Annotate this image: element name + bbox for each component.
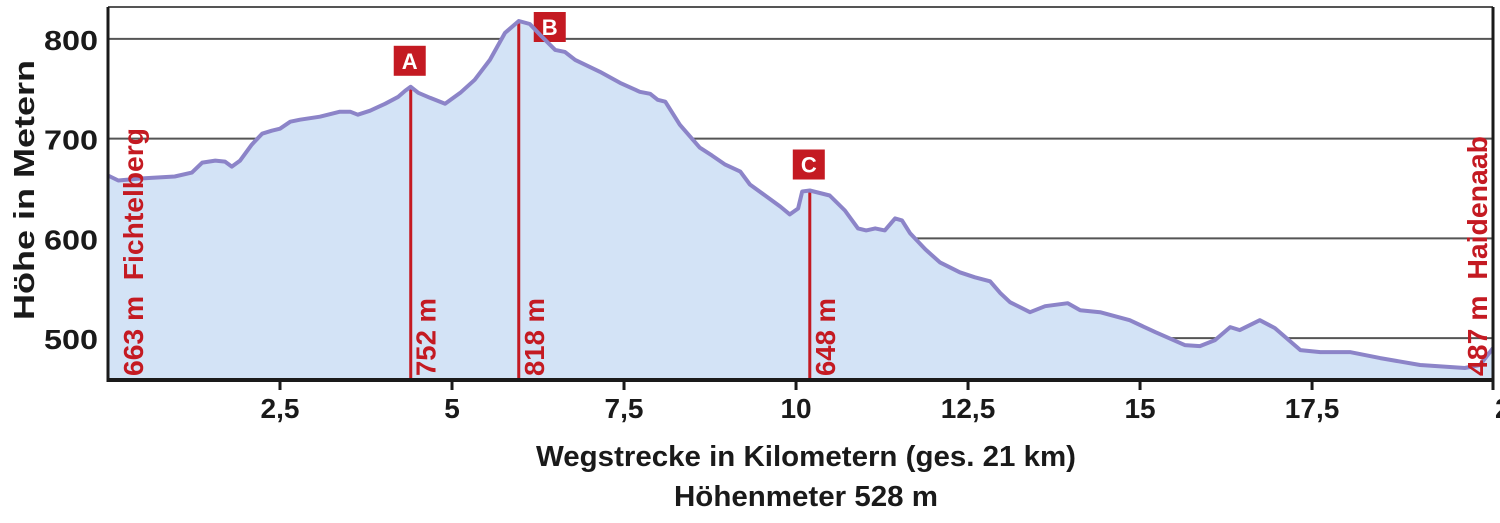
- y-axis-title: Höhe in Metern: [9, 60, 41, 320]
- x-tick-label: 21: [1495, 393, 1500, 424]
- x-tick-label: 10: [780, 393, 811, 424]
- elevation-line: [107, 19, 1495, 370]
- marker-badge: [393, 45, 426, 76]
- x-tick-label: 5: [444, 393, 460, 424]
- elevation-gain-subtitle: Höhenmeter 528 m: [674, 481, 938, 513]
- marker-badge: [533, 12, 566, 42]
- x-tick-label: 7,5: [605, 393, 644, 424]
- y-tick-label: 600: [44, 224, 98, 255]
- x-tick-label: 2,5: [261, 393, 300, 424]
- marker-letter: A: [402, 49, 418, 74]
- marker-letter: C: [801, 153, 817, 178]
- end-label: 487 m Haidenaab: [1462, 136, 1493, 376]
- marker-badge: [792, 149, 825, 180]
- x-tick-label: 12,5: [941, 393, 996, 424]
- y-tick-label: 500: [44, 324, 98, 355]
- x-tick-label: 17,5: [1285, 393, 1340, 424]
- y-tick-label: 800: [44, 25, 98, 56]
- marker-letter: B: [542, 15, 558, 40]
- x-tick-label: 15: [1124, 393, 1155, 424]
- y-tick-label: 700: [44, 125, 98, 156]
- marker-elevation-label: 648 m: [810, 298, 841, 376]
- marker-elevation-label: 752 m: [411, 298, 442, 376]
- marker-elevation-label: 818 m: [519, 298, 550, 376]
- start-label: 663 m Fichtelberg: [118, 128, 149, 376]
- x-axis-title: Wegstrecke in Kilometern (ges. 21 km): [536, 441, 1076, 473]
